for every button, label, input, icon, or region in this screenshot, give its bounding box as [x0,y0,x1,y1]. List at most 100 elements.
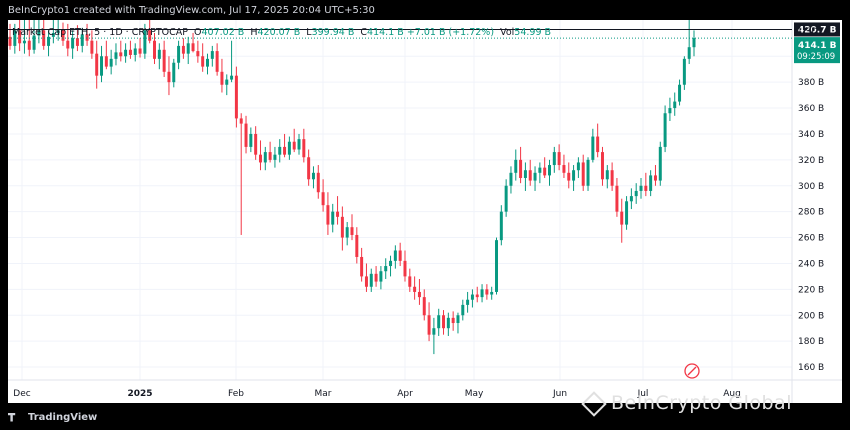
chart-credit: BeInCrypto1 created with TradingView.com… [8,5,375,16]
candle-body [153,40,157,59]
candle-body [572,170,576,181]
ohlc-legend: Market Cap ETH, 5 · 1D · CRYPTOCAP O407.… [12,27,551,38]
candle-body [653,175,657,181]
volume-value: 54.99 B [514,27,552,38]
candle-body [278,146,282,155]
close-value: 414.1 B [367,27,404,38]
x-tick-label: Jun [552,389,567,399]
candle-body [692,38,696,48]
candle-body [615,185,619,212]
candle-body [321,192,325,206]
candle-body [316,172,320,193]
y-tick-label: 320 B [798,156,824,166]
candle-body [644,185,648,191]
candle-body [393,250,397,261]
open-value: 407.02 B [201,27,245,38]
candle-body [85,34,89,41]
candle-body [620,211,624,225]
candle-body [403,260,407,277]
candle-body [442,315,446,329]
candle-body [355,234,359,257]
change-value: +7.01 B (+1.72%) [406,27,495,38]
candle-body [446,317,450,329]
candle-body [162,49,166,72]
candle-body [634,190,638,197]
candle-body [490,291,494,295]
candle-body [495,240,499,292]
candle-body [586,159,590,186]
candle-body [201,56,205,67]
candle-body [519,159,523,178]
x-tick-label: May [465,389,484,399]
y-tick-label: 280 B [798,208,824,218]
y-tick-label: 220 B [798,285,824,295]
candle-body [576,162,580,171]
footer-bar: TradingView [0,403,850,430]
candle-body [283,146,287,155]
candle-body [331,211,335,225]
x-tick-label: Apr [397,389,413,399]
x-tick-label: Mar [315,389,332,399]
candle-body [100,56,104,76]
candle-body [379,271,383,282]
high-value: 420.07 B [257,27,301,38]
candle-body [567,172,571,181]
beincrypto-watermark: BeInCrypto Global [581,390,792,417]
candle-body [302,139,306,158]
candle-body [605,170,609,180]
candle-body [682,58,686,85]
candle-body [42,30,46,46]
candle-body [254,133,258,155]
candle-body [596,136,600,153]
candle-body [668,108,672,114]
candle-body [230,75,234,80]
candle-body [292,141,296,150]
candle-body [509,172,513,186]
candle-body [18,30,22,44]
candle-body [109,58,113,67]
candle-body [600,152,604,180]
candle-body [47,36,51,46]
candle-body [456,315,460,324]
candle-body [157,49,161,59]
candle-body [350,227,354,235]
candle-body [547,165,551,176]
x-tick-label: 2025 [127,389,152,399]
y-tick-label: 260 B [798,234,824,244]
low-label: L [306,27,312,38]
candle-body [80,34,84,46]
candle-body [8,36,12,46]
high-price-tag-label: 420.7 B [798,25,837,35]
candle-body [234,75,238,119]
last-price-tag-label: 414.1 B [798,41,837,51]
candle-body [610,170,614,186]
candle-body [470,294,474,300]
candle-body [336,211,340,217]
candle-body [75,38,79,46]
currency-label[interactable]: USD [798,27,818,37]
candle-body [210,51,214,59]
candle-body [687,47,691,59]
candle-body [37,30,41,36]
tradingview-logo-icon [8,412,16,422]
candle-body [196,51,200,57]
candle-body [437,315,441,329]
candle-body [408,276,412,287]
y-tick-label: 380 B [798,78,824,88]
candle-body [369,273,373,287]
candle-body [172,62,176,83]
candle-body [220,71,224,85]
candle-body [27,40,31,50]
candle-body [499,211,503,241]
candle-body [128,49,132,55]
candle-body [191,43,195,52]
candle-body [389,260,393,267]
tradingview-logo[interactable]: TradingView [8,412,97,423]
candle-body [581,162,585,186]
candle-body [66,40,70,49]
candle-body [287,141,291,155]
candle-body [239,118,243,124]
candle-body [374,273,378,282]
